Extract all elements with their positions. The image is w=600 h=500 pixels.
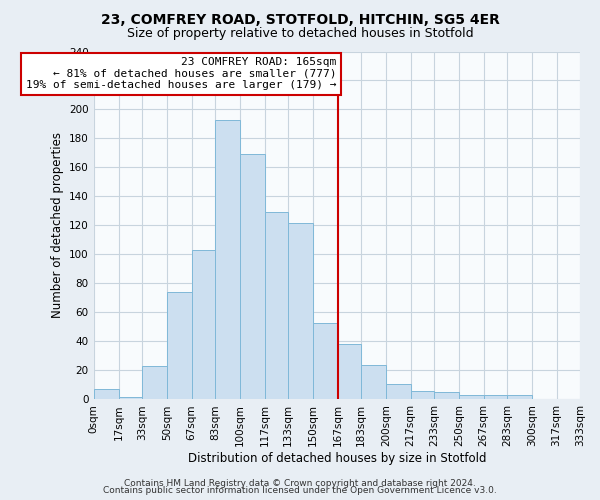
- Text: 23 COMFREY ROAD: 165sqm
← 81% of detached houses are smaller (777)
19% of semi-d: 23 COMFREY ROAD: 165sqm ← 81% of detache…: [26, 58, 336, 90]
- Bar: [338, 344, 361, 400]
- Bar: [507, 395, 532, 400]
- Bar: [386, 384, 410, 400]
- X-axis label: Distribution of detached houses by size in Stotfold: Distribution of detached houses by size …: [188, 452, 486, 465]
- Text: 23, COMFREY ROAD, STOTFOLD, HITCHIN, SG5 4ER: 23, COMFREY ROAD, STOTFOLD, HITCHIN, SG5…: [101, 12, 499, 26]
- Text: Size of property relative to detached houses in Stotfold: Size of property relative to detached ho…: [127, 28, 473, 40]
- Bar: [434, 392, 459, 400]
- Bar: [410, 391, 434, 400]
- Bar: [484, 395, 507, 400]
- Y-axis label: Number of detached properties: Number of detached properties: [50, 132, 64, 318]
- Bar: [361, 364, 386, 400]
- Bar: [215, 120, 240, 400]
- Bar: [265, 212, 288, 400]
- Bar: [119, 396, 142, 400]
- Bar: [167, 292, 191, 400]
- Text: Contains HM Land Registry data © Crown copyright and database right 2024.: Contains HM Land Registry data © Crown c…: [124, 478, 476, 488]
- Bar: [313, 322, 338, 400]
- Bar: [142, 366, 167, 400]
- Bar: [459, 395, 484, 400]
- Bar: [288, 222, 313, 400]
- Text: Contains public sector information licensed under the Open Government Licence v3: Contains public sector information licen…: [103, 486, 497, 495]
- Bar: [240, 154, 265, 400]
- Bar: [94, 390, 119, 400]
- Bar: [191, 250, 215, 400]
